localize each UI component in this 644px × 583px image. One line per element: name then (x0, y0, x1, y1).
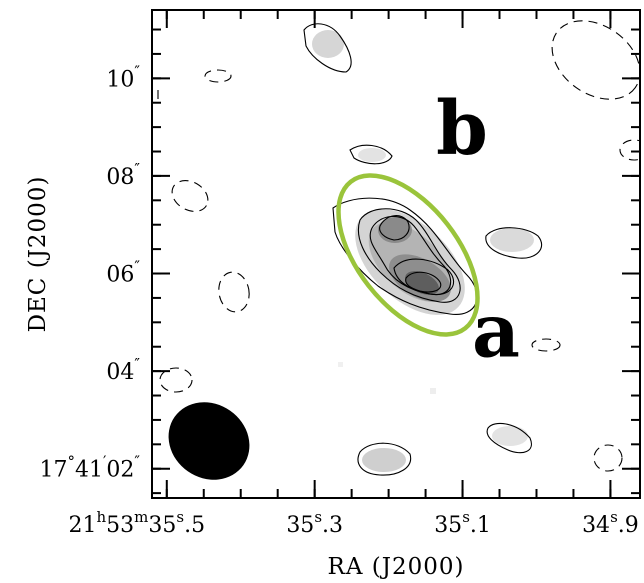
x-axis-title: RA (J2000) (328, 554, 465, 580)
negative-contours (157, 20, 640, 472)
x-tick-label-4: 34s.9 (582, 508, 639, 538)
y-tick-label-2: 04″ (106, 355, 140, 385)
y-tick-label-4: 08″ (106, 160, 140, 190)
y-tick-label-3: 06″ (106, 258, 140, 288)
axis-ticks (152, 10, 640, 498)
y-tick-label-1: 17°41′02″ (39, 453, 140, 483)
plot-frame (151, 9, 641, 499)
x-tick-labels: 21h53m35s.5 35s.3 35s.1 34s.9 (68, 508, 638, 538)
emission-map (312, 30, 534, 472)
source-label-a: a (472, 288, 520, 374)
x-tick-label-3: 35s.1 (434, 508, 491, 538)
y-axis-title: DEC (J2000) (25, 176, 51, 333)
y-tick-label-5: 10″ (106, 62, 140, 92)
source-label-b: b (436, 86, 488, 172)
y-tick-labels: 17°41′02″ 04″ 06″ 08″ 10″ (39, 62, 140, 482)
x-tick-label-2: 35s.3 (286, 508, 343, 538)
beam-ellipse (168, 402, 250, 480)
x-tick-label-1: 21h53m35s.5 (68, 508, 205, 538)
source-highlight-ellipse (336, 173, 480, 337)
